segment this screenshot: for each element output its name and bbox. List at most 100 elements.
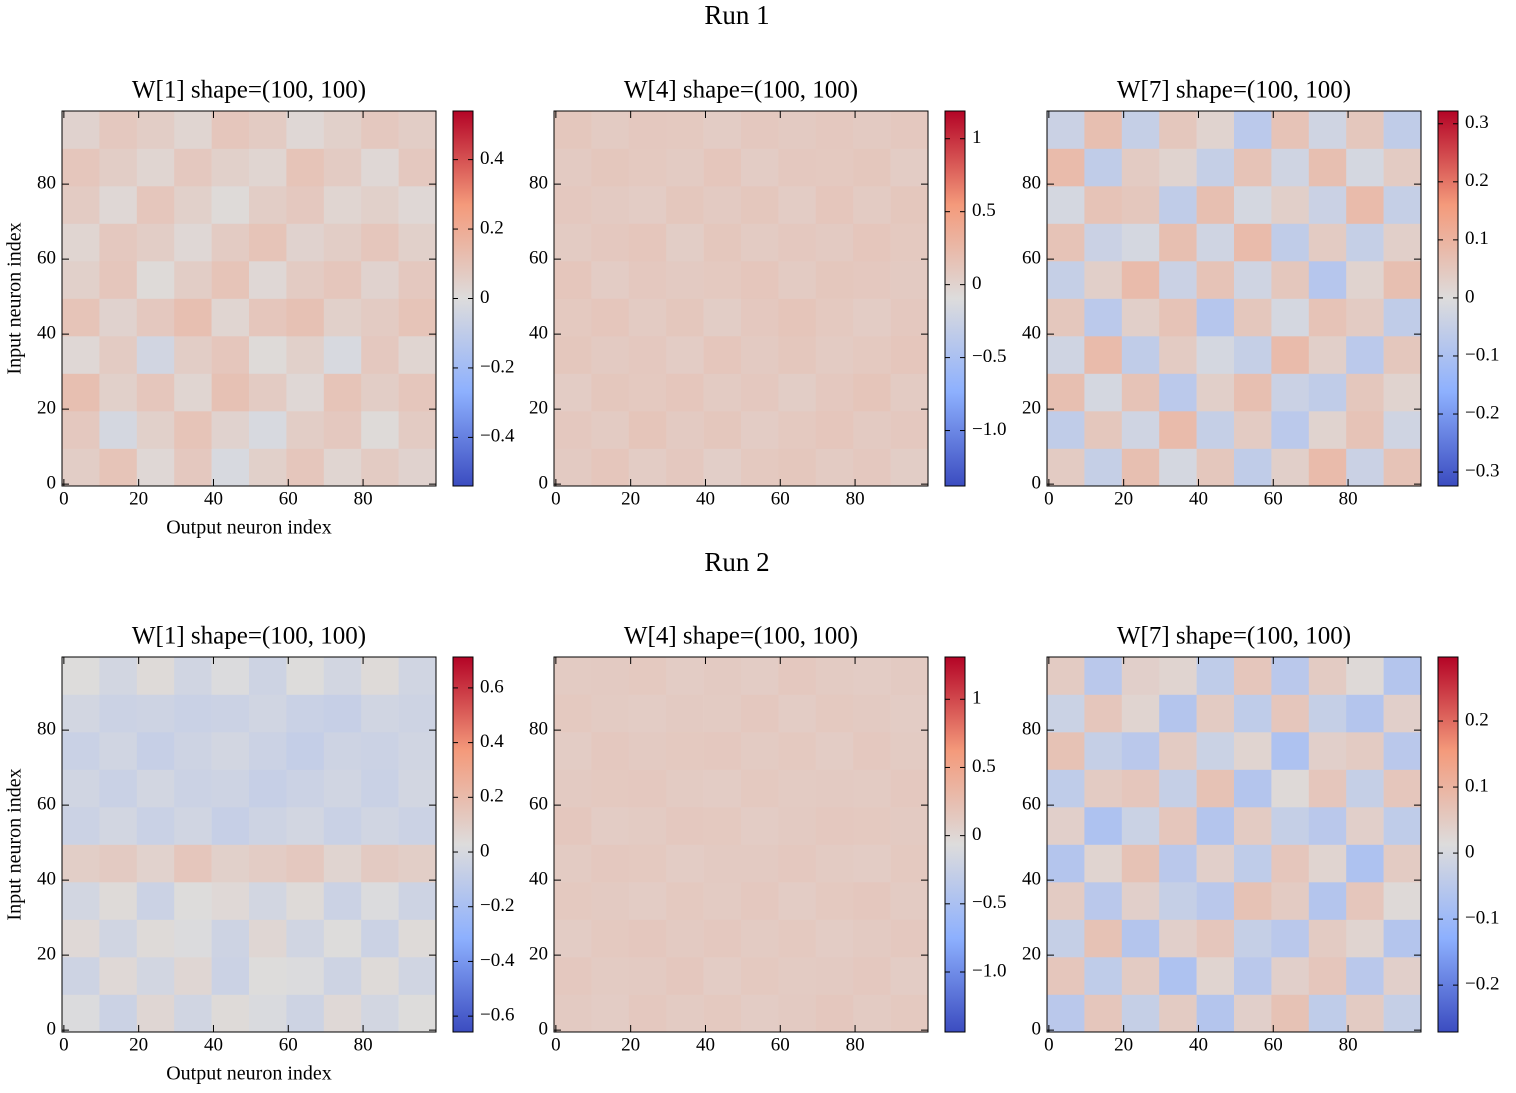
heatmap-cell bbox=[286, 148, 325, 187]
heatmap-cell bbox=[398, 336, 437, 374]
heatmap-cell bbox=[1159, 148, 1197, 187]
heatmap-cell bbox=[286, 657, 325, 695]
heatmap-cell bbox=[741, 448, 779, 487]
heatmap-cell bbox=[890, 373, 929, 412]
colorbar-tick-label: −0.2 bbox=[480, 895, 514, 916]
heatmap-cell bbox=[1047, 769, 1085, 808]
heatmap-cell bbox=[398, 769, 437, 808]
y-tick-label: 60 bbox=[529, 793, 548, 814]
colorbar-tick-label: 0 bbox=[1465, 286, 1475, 307]
colorbar bbox=[944, 656, 966, 1033]
x-tick-label: 40 bbox=[696, 488, 715, 509]
heatmap-cell bbox=[1121, 957, 1160, 995]
y-tick-label: 40 bbox=[529, 322, 548, 343]
heatmap-cell bbox=[666, 957, 704, 995]
heatmap-cell bbox=[62, 223, 100, 262]
heatmap-cell bbox=[853, 223, 891, 262]
heatmap-cell bbox=[398, 732, 437, 770]
heatmap-cell bbox=[1159, 732, 1197, 770]
heatmap-cell bbox=[741, 111, 779, 149]
colorbar-tick-label: −0.2 bbox=[480, 356, 514, 377]
heatmap-cell bbox=[890, 657, 929, 695]
heatmap-cell bbox=[853, 957, 891, 995]
heatmap-cell bbox=[1084, 957, 1123, 995]
heatmap-cell bbox=[853, 186, 891, 224]
heatmap-cell bbox=[703, 298, 742, 337]
heatmap-cell bbox=[853, 807, 891, 845]
heatmap-cell bbox=[1346, 186, 1384, 224]
heatmap-cell bbox=[1121, 657, 1160, 695]
heatmap-cell bbox=[211, 373, 250, 412]
heatmap-cell bbox=[703, 844, 742, 883]
heatmap-cell bbox=[741, 336, 779, 374]
heatmap-cell bbox=[666, 373, 704, 412]
heatmap-cell bbox=[1159, 919, 1197, 958]
y-tick-label: 60 bbox=[1022, 247, 1041, 268]
heatmap-cell bbox=[1159, 807, 1197, 845]
heatmap-cell bbox=[703, 111, 742, 149]
heatmap-cell bbox=[853, 448, 891, 487]
heatmap-cell bbox=[62, 448, 100, 487]
heatmap-cell bbox=[286, 336, 325, 374]
y-tick-label: 40 bbox=[37, 868, 56, 889]
x-tick-label: 20 bbox=[1114, 488, 1133, 509]
heatmap-cell bbox=[1121, 336, 1160, 374]
heatmap-cell bbox=[890, 994, 929, 1033]
heatmap-cell bbox=[1121, 111, 1160, 149]
heatmap-cell bbox=[62, 919, 100, 958]
heatmap-cell bbox=[249, 336, 287, 374]
x-tick-label: 20 bbox=[1114, 1034, 1133, 1055]
heatmap-cell bbox=[174, 336, 212, 374]
heatmap-cell bbox=[1196, 657, 1235, 695]
heatmap-cell bbox=[890, 448, 929, 487]
heatmap-cell bbox=[136, 373, 175, 412]
heatmap-cell bbox=[591, 807, 630, 845]
heatmap-cell bbox=[554, 261, 592, 299]
axes-title: W[1] shape=(100, 100) bbox=[132, 77, 366, 104]
heatmap-cell bbox=[815, 223, 854, 262]
heatmap-cell bbox=[1196, 186, 1235, 224]
heatmap-cell bbox=[136, 411, 175, 449]
heatmap-cell bbox=[628, 448, 667, 487]
heatmap-cell bbox=[1196, 919, 1235, 958]
heatmap-cell bbox=[249, 657, 287, 695]
heatmap-cell bbox=[1234, 298, 1272, 337]
colorbar-tick-label: 0 bbox=[972, 824, 982, 845]
heatmap-cell bbox=[628, 336, 667, 374]
heatmap-cell bbox=[1346, 919, 1384, 958]
heatmap-cell bbox=[1383, 373, 1422, 412]
heatmap-cell bbox=[591, 694, 630, 733]
heatmap-cell bbox=[703, 694, 742, 733]
heatmap-cell bbox=[1383, 111, 1422, 149]
heatmap-cell bbox=[778, 261, 817, 299]
heatmap-cell bbox=[1308, 882, 1347, 920]
colorbar bbox=[452, 656, 474, 1033]
heatmap-cell bbox=[286, 186, 325, 224]
heatmap-cell bbox=[361, 336, 399, 374]
heatmap-cell bbox=[62, 411, 100, 449]
heatmap-cell bbox=[815, 148, 854, 187]
heatmap-cell bbox=[1196, 844, 1235, 883]
heatmap-cell bbox=[174, 732, 212, 770]
heatmap-cell bbox=[628, 657, 667, 695]
heatmap-cell bbox=[249, 186, 287, 224]
heatmap-cell bbox=[286, 448, 325, 487]
colorbar-tick-label: −0.2 bbox=[1465, 973, 1499, 994]
heatmap-cell bbox=[211, 448, 250, 487]
heatmap-cell bbox=[666, 336, 704, 374]
heatmap-cell bbox=[741, 994, 779, 1033]
heatmap-cell bbox=[666, 111, 704, 149]
heatmap-cell bbox=[1234, 919, 1272, 958]
heatmap-cell bbox=[398, 994, 437, 1033]
heatmap-cell bbox=[136, 223, 175, 262]
heatmap-cell bbox=[249, 807, 287, 845]
heatmap-cell bbox=[1121, 448, 1160, 487]
heatmap-cell bbox=[741, 807, 779, 845]
heatmap-cell bbox=[99, 261, 138, 299]
y-tick-label: 40 bbox=[1022, 322, 1041, 343]
heatmap-cell bbox=[398, 844, 437, 883]
heatmap-cell bbox=[666, 882, 704, 920]
colorbar-tick-label: −0.3 bbox=[1465, 460, 1499, 481]
colorbar-tick-label: 0.2 bbox=[480, 217, 504, 238]
heatmap-cell bbox=[136, 694, 175, 733]
